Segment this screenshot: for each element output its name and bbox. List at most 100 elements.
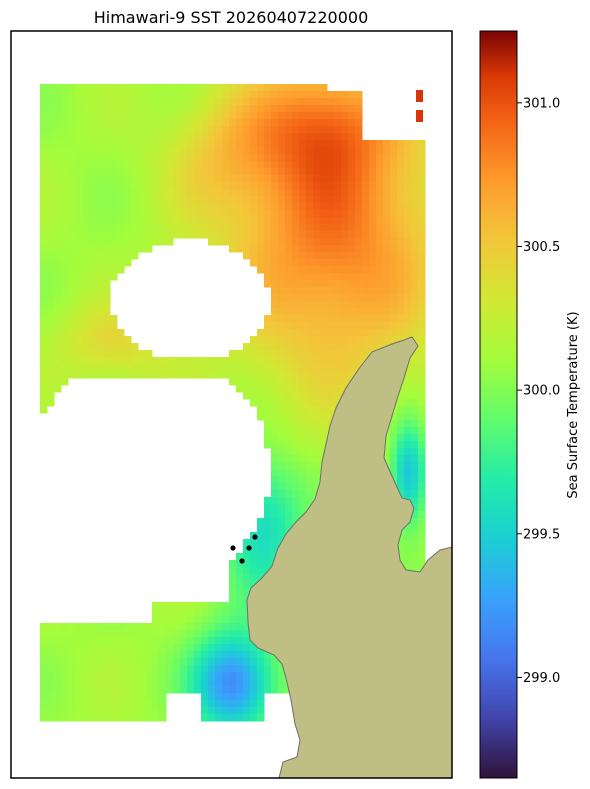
sst-cell	[327, 112, 335, 120]
sst-cell	[278, 84, 286, 92]
sst-cell	[418, 245, 426, 253]
sst-cell	[271, 189, 279, 197]
sst-cell	[418, 350, 426, 358]
sst-cell	[264, 532, 272, 540]
sst-cell	[103, 154, 111, 162]
sst-cell	[159, 623, 167, 631]
sst-cell	[313, 259, 321, 267]
sst-cell	[208, 105, 216, 113]
sst-cell	[341, 371, 349, 379]
sst-cell	[327, 294, 335, 302]
sst-cell	[152, 154, 160, 162]
sst-cell	[103, 196, 111, 204]
sst-cell	[383, 322, 391, 330]
sst-cell	[159, 700, 167, 708]
sst-cell	[278, 497, 286, 505]
sst-cell	[257, 119, 265, 127]
sst-cell	[418, 315, 426, 323]
sst-cell	[124, 679, 132, 687]
sst-cell	[89, 280, 97, 288]
sst-cell	[236, 154, 244, 162]
sst-cell	[320, 294, 328, 302]
sst-cell	[299, 133, 307, 141]
sst-cell	[110, 315, 118, 323]
sst-cell	[208, 182, 216, 190]
sst-cell	[82, 259, 90, 267]
sst-cell	[285, 336, 293, 344]
sst-cell	[341, 182, 349, 190]
sst-cell	[278, 126, 286, 134]
sst-cell	[376, 315, 384, 323]
sst-cell	[110, 154, 118, 162]
sst-cell	[264, 140, 272, 148]
sst-cell	[243, 679, 251, 687]
sst-cell	[201, 175, 209, 183]
sst-cell	[89, 238, 97, 246]
sst-cell	[236, 700, 244, 708]
sst-cell	[215, 630, 223, 638]
sst-cell	[411, 294, 419, 302]
sst-cell	[68, 700, 76, 708]
sst-cell	[145, 182, 153, 190]
sst-cell	[159, 133, 167, 141]
sst-cell	[313, 427, 321, 435]
sst-cell	[138, 714, 146, 722]
sst-cell	[124, 336, 132, 344]
sst-cell	[173, 364, 181, 372]
sst-cell	[383, 189, 391, 197]
sst-cell	[110, 686, 118, 694]
sst-cell	[327, 329, 335, 337]
sst-cell	[320, 203, 328, 211]
sst-cell	[313, 308, 321, 316]
sst-cell	[131, 105, 139, 113]
sst-cell	[285, 119, 293, 127]
sst-cell	[166, 168, 174, 176]
sst-cell	[313, 455, 321, 463]
sst-cell	[61, 315, 69, 323]
sst-cell	[145, 357, 153, 365]
sst-cell	[397, 448, 405, 456]
sst-cell	[180, 84, 188, 92]
sst-cell	[334, 280, 342, 288]
sst-cell	[250, 84, 258, 92]
sst-cell	[194, 210, 202, 218]
sst-cell	[229, 672, 237, 680]
sst-cell	[418, 175, 426, 183]
sst-cell	[411, 560, 419, 568]
sst-cell	[411, 329, 419, 337]
sst-cell	[222, 98, 230, 106]
sst-cell	[180, 168, 188, 176]
sst-cell	[418, 273, 426, 281]
sst-cell	[383, 273, 391, 281]
sst-cell	[250, 175, 258, 183]
sst-cell	[327, 343, 335, 351]
sst-cell	[138, 161, 146, 169]
sst-cell	[278, 525, 286, 533]
sst-cell	[285, 357, 293, 365]
sst-cell	[264, 329, 272, 337]
sst-cell	[96, 259, 104, 267]
sst-cell	[229, 98, 237, 106]
sst-cell	[285, 238, 293, 246]
sst-cell	[68, 714, 76, 722]
sst-cell	[278, 133, 286, 141]
sst-cell	[82, 707, 90, 715]
sst-cell	[397, 287, 405, 295]
sst-cell	[243, 560, 251, 568]
sst-cell	[166, 238, 174, 246]
sst-cell	[348, 182, 356, 190]
sst-cell	[250, 700, 258, 708]
sst-cell	[320, 427, 328, 435]
sst-cell	[243, 364, 251, 372]
sst-cell	[383, 266, 391, 274]
sst-cell	[201, 140, 209, 148]
sst-cell	[110, 693, 118, 701]
sst-cell	[215, 203, 223, 211]
sst-cell	[61, 637, 69, 645]
sst-cell	[138, 98, 146, 106]
sst-cell	[75, 707, 83, 715]
sst-cell	[411, 266, 419, 274]
sst-cell	[180, 364, 188, 372]
sst-cell	[124, 133, 132, 141]
sst-cell	[54, 322, 62, 330]
